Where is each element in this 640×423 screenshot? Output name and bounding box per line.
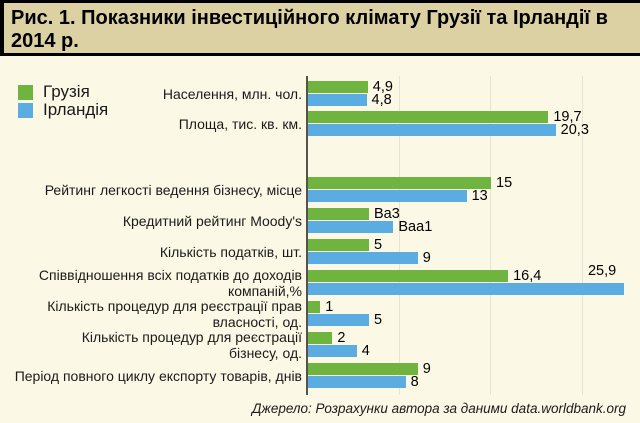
bar-georgia: [308, 177, 491, 189]
bar-ireland: [308, 252, 418, 264]
figure-title: Рис. 1. Показники інвестиційного клімату…: [4, 3, 640, 53]
bar-georgia: [308, 332, 332, 344]
bar-ireland: [308, 314, 369, 326]
value-label-ireland: 5: [374, 313, 382, 328]
category-label: Площа, тис. кв. км.: [0, 103, 302, 145]
bar-georgia: [308, 111, 548, 123]
value-label-georgia: 9: [423, 362, 431, 377]
value-label-georgia: 5: [374, 238, 382, 253]
value-label-ireland: 9: [423, 251, 431, 266]
bar-georgia: [308, 239, 369, 251]
bar-ireland: [308, 94, 367, 106]
chart-area: Грузія Ірландія Населення, млн. чол.4,94…: [0, 56, 640, 423]
bar-georgia: [308, 363, 418, 375]
source-note: Джерело: Розрахунки автора за даними dat…: [252, 401, 626, 416]
value-label-georgia: 16,4: [513, 269, 541, 284]
value-label-georgia: 1: [325, 300, 333, 315]
value-label-georgia: 15: [496, 176, 512, 191]
value-label-ireland: 20,3: [561, 123, 589, 138]
value-label-georgia: 2: [337, 331, 345, 346]
figure-header: Рис. 1. Показники інвестиційного клімату…: [0, 0, 640, 56]
value-label-ireland: 25,9: [588, 264, 616, 279]
value-label-ireland: 8: [411, 375, 419, 390]
bar-ireland: [308, 221, 393, 233]
figure: Рис. 1. Показники інвестиційного клімату…: [0, 0, 640, 423]
bar-georgia: [308, 208, 369, 220]
bar-ireland: [308, 283, 624, 295]
category-label: Період повного циклу експорту товарів, д…: [0, 355, 302, 397]
value-label-ireland: 4: [362, 344, 370, 359]
value-label-ireland: 4,8: [372, 93, 392, 108]
bar-georgia: [308, 81, 368, 93]
bar-ireland: [308, 124, 556, 136]
value-label-ireland: 13: [472, 189, 488, 204]
bar-ireland: [308, 345, 357, 357]
bar-georgia: [308, 270, 508, 282]
bar-ireland: [308, 190, 467, 202]
bar-georgia: [308, 301, 320, 313]
value-label-ireland: Baa1: [398, 220, 432, 235]
bar-ireland: [308, 376, 406, 388]
value-label-georgia: Ba3: [374, 207, 400, 222]
